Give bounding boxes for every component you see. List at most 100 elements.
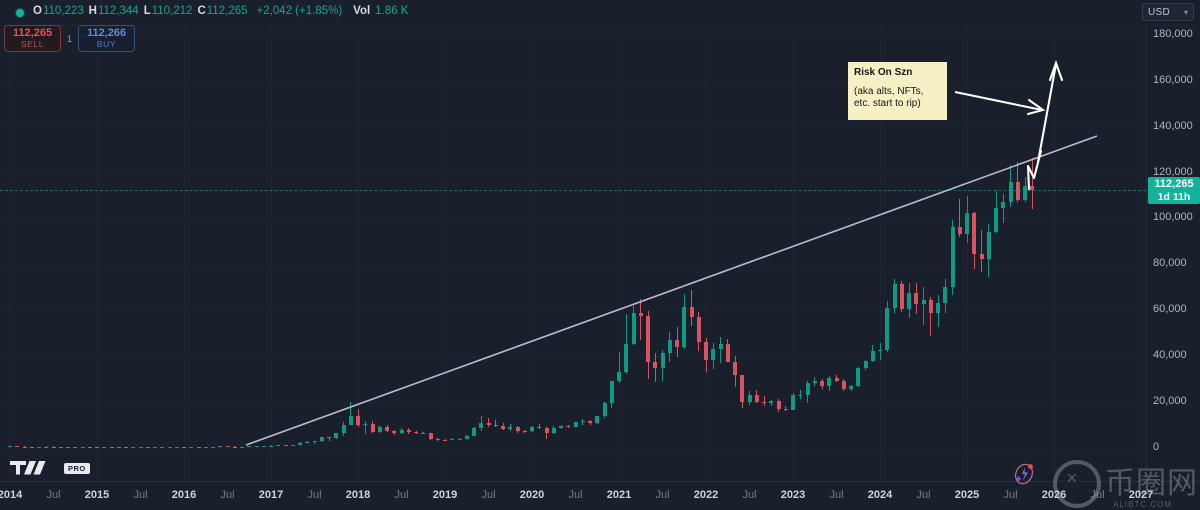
candle-body [486, 423, 491, 425]
ohlc-high-value: 112,344 [97, 5, 139, 17]
tradingview-branding[interactable]: PRO [10, 461, 90, 475]
candle-body [595, 416, 600, 424]
price-plot[interactable] [0, 25, 1146, 481]
candle-body [421, 432, 426, 434]
grid-line-vertical [271, 25, 272, 481]
candle-body [109, 447, 114, 449]
grid-line-vertical [967, 25, 968, 481]
buy-label: BUY [96, 38, 117, 49]
candle-wick [364, 420, 366, 435]
time-axis-tick-year: 2018 [345, 489, 371, 501]
candle-body [44, 446, 49, 448]
time-axis-tick-year: 2024 [867, 489, 893, 501]
candle-body [979, 254, 984, 259]
time-axis-tick-month: Jul [742, 489, 757, 501]
candle-body [479, 423, 484, 429]
grid-line-horizontal [0, 127, 1146, 128]
time-axis[interactable]: 2014 Jul 2015 Jul 2016 Jul 2017 Jul 2018 Jul 2019 J… [0, 481, 1200, 510]
candle-body [515, 426, 520, 431]
buy-button[interactable]: 112,266 BUY [78, 25, 136, 52]
candle-wick [923, 287, 924, 326]
annotation-note[interactable]: Risk On Szn (aka alts, NFTs, etc. start … [848, 62, 947, 120]
price-axis[interactable]: 0 20,000 40,000 60,000 80,000 100,000 120,000 1… [1146, 25, 1200, 481]
candle-body [66, 446, 70, 448]
candle-body [899, 284, 904, 309]
candle-body [298, 442, 302, 445]
candle-body [370, 424, 375, 433]
time-axis-tick-year: 2020 [519, 489, 545, 501]
volume-label: Vol [353, 5, 371, 17]
time-axis-tick-month: Jul [568, 489, 583, 501]
bar-countdown: 1d 11h [1157, 191, 1191, 204]
candle-body [646, 315, 650, 363]
order-quantity[interactable]: 1 [67, 33, 73, 44]
sell-button[interactable]: 112,265 SELL [4, 25, 61, 52]
site-watermark: 币圈网 ALIBTC.COM [1053, 460, 1198, 509]
watermark-text: 币圈网 [1105, 467, 1198, 500]
candle-wick [1031, 158, 1033, 210]
candle-body [232, 446, 237, 448]
watermark-url: ALIBTC.COM [1113, 500, 1172, 509]
candle-body [450, 439, 455, 441]
ohlc-legend: O 110,223 H 112,344 L 110,212 C 112,265 … [33, 5, 408, 17]
candle-body [305, 442, 310, 444]
candle-body [363, 424, 368, 426]
time-axis-tick-year: 2027 [1128, 489, 1154, 501]
candle-body [160, 447, 165, 449]
grid-line-horizontal [0, 402, 1146, 403]
candle-body [1001, 202, 1006, 208]
candle-body [377, 426, 382, 433]
candle-body [537, 426, 542, 429]
candle-body [812, 380, 817, 383]
price-change: +2,042 (+1.85%) [256, 5, 343, 17]
grid-line-horizontal [0, 173, 1146, 174]
ohlc-open-value: 110,223 [42, 5, 84, 17]
candle-body [95, 447, 99, 449]
candle-body [51, 446, 56, 448]
candle-body [414, 431, 418, 433]
candle-body [624, 344, 629, 373]
current-price: 112,265 [1154, 178, 1194, 191]
ohlc-low: L 110,212 [144, 5, 193, 17]
pro-badge: PRO [64, 462, 90, 474]
candle-wick [640, 299, 642, 341]
candle-body [602, 402, 607, 417]
ai-sparkle-icon[interactable] [1012, 463, 1036, 485]
time-axis-tick-year: 2014 [0, 489, 23, 501]
time-axis-tick-month: Jul [481, 489, 496, 501]
candle-body [986, 231, 991, 259]
candle-body [443, 439, 447, 441]
currency-select[interactable]: USD ▾ [1142, 3, 1194, 21]
candle-body [856, 368, 861, 387]
candle-body [863, 361, 868, 369]
candle-body [718, 343, 723, 349]
price-axis-tick: 140,000 [1153, 119, 1193, 132]
time-axis-tick-month: Jul [829, 489, 844, 501]
candle-body [334, 433, 339, 439]
candle-body [638, 313, 643, 316]
grid-line-vertical [532, 25, 533, 481]
candle-body [58, 446, 63, 448]
candle-body [124, 447, 128, 449]
candle-body [472, 428, 476, 436]
price-axis-tick: 20,000 [1153, 395, 1187, 408]
candle-body [834, 378, 839, 381]
current-price-tag: 112,265 1d 11h [1148, 177, 1200, 205]
candle-body [225, 446, 230, 448]
candle-body [116, 447, 121, 449]
candle-body [1008, 182, 1013, 203]
candle-body [660, 352, 665, 368]
ohlc-close: C 112,265 [197, 5, 247, 17]
time-axis-tick-year: 2017 [258, 489, 284, 501]
candle-body [943, 286, 948, 303]
candle-body [508, 426, 513, 429]
grid-line-vertical [793, 25, 794, 481]
candle-body [544, 428, 549, 434]
candle-body [914, 293, 919, 305]
candle-body [551, 428, 556, 434]
candle-body [1023, 186, 1027, 200]
candle-body [145, 447, 150, 449]
candle-body [522, 430, 527, 432]
time-axis-tick-month: Jul [220, 489, 235, 501]
ohlc-close-value: 112,265 [206, 5, 248, 17]
